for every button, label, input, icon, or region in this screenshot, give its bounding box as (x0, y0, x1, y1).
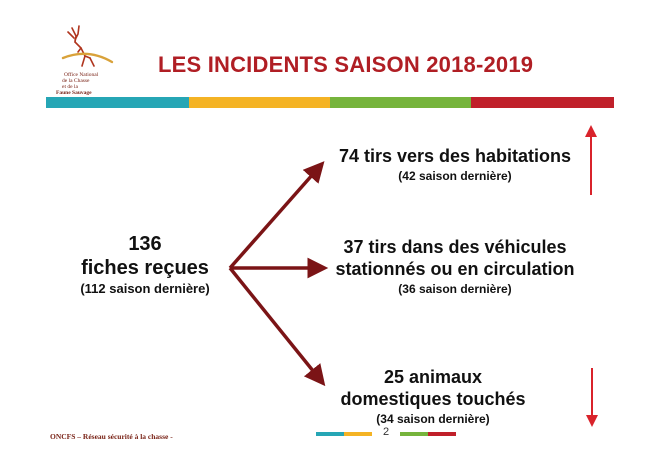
total-count: 136 (128, 233, 162, 255)
arrow-to-habitations (228, 161, 325, 270)
logo (48, 22, 126, 98)
incident-main: 37 tirs dans des véhicules (343, 237, 567, 257)
arrow-to-animaux (228, 266, 326, 387)
footer-bar-segment (428, 432, 456, 436)
incident-previous: (36 saison dernière) (398, 282, 512, 296)
incident-main: 74 tirs vers des habitations (338, 146, 572, 166)
footer-bar-segment (316, 432, 344, 436)
color-bar-segment (189, 97, 330, 108)
incident-main: 25 animaux (383, 367, 483, 387)
total-previous: (112 saison dernière) (80, 281, 210, 296)
logo-text: Office National de la Chasse et de la Fa… (56, 72, 99, 96)
incident-main: stationnés ou en circulation (335, 259, 575, 279)
logo-line: et de la (62, 84, 78, 90)
logo-line: Faune Sauvage (56, 90, 92, 96)
incident-previous: (42 saison dernière) (398, 169, 512, 183)
incident-main: domestiques touchés (340, 389, 526, 409)
total-label: fiches reçues (81, 257, 209, 279)
logo-line: de la Chasse (62, 78, 90, 84)
deer-icon (61, 25, 114, 67)
logo-line: Office National (64, 72, 99, 78)
incident-previous: (34 saison dernière) (376, 412, 490, 426)
incident-animaux: 25 animaux domestiques touchés (34 saiso… (318, 366, 548, 428)
incident-vehicules: 37 tirs dans des véhicules stationnés ou… (300, 236, 610, 298)
footer-bar-segment (344, 432, 372, 436)
total-reports: 136 fiches reçues (112 saison dernière) (40, 232, 250, 297)
color-bar-segment (471, 97, 614, 108)
footer-bar-segment (400, 432, 428, 436)
color-bar-segment (330, 97, 471, 108)
footer-text: ONCFS – Réseau sécurité à la chasse - (50, 432, 173, 441)
page-number: 2 (383, 426, 390, 438)
color-bar-segment (46, 97, 189, 108)
page-title: LES INCIDENTS SAISON 2018-2019 (158, 52, 534, 77)
incident-habitations: 74 tirs vers des habitations (42 saison … (305, 145, 605, 185)
